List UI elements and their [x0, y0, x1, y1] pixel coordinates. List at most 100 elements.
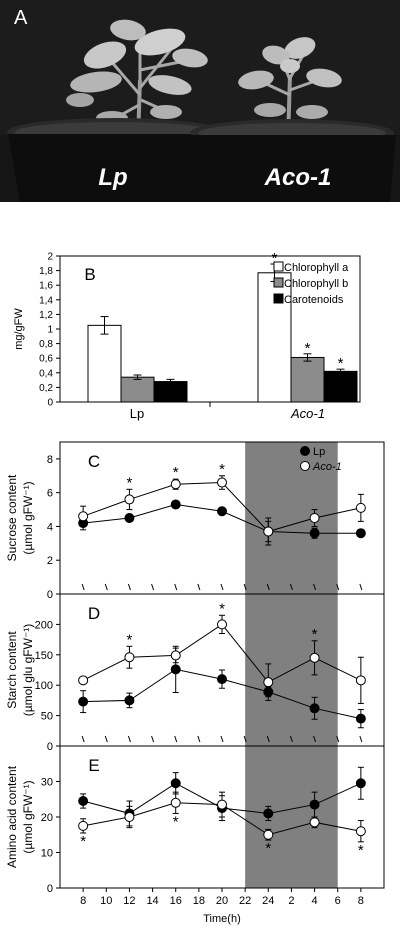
bar-chlorophyll-b — [120, 376, 155, 403]
panel-d-ytick-label: 100 — [35, 680, 53, 692]
point-lp — [170, 499, 181, 510]
point-aco1 — [355, 675, 366, 686]
significance-star: * — [338, 355, 344, 372]
point-aco1 — [309, 817, 320, 828]
panel-d-xtick — [220, 735, 224, 743]
panel-b-ytick-label: 0,2 — [39, 383, 53, 394]
panel-c-xtick — [197, 583, 201, 591]
panel-d-xtick — [127, 735, 131, 743]
panel-c-ylabel-line2: (µmol gFW⁻¹) — [21, 481, 35, 554]
panel-e-xlabel: Time(h) — [203, 913, 240, 925]
panel-e-xtick-label: 12 — [123, 895, 135, 907]
legend-label-0: Chlorophyll a — [284, 262, 349, 274]
plant-photo: A Lp Aco-1 — [0, 0, 400, 202]
panel-c-ytick-label: 8 — [47, 454, 53, 466]
significance-star: * — [272, 250, 278, 267]
point-aco1 — [217, 477, 227, 488]
panel-e-xtick-label: 24 — [262, 895, 274, 907]
point-lp — [263, 808, 274, 819]
panel-b-ytick-label: 2 — [47, 252, 53, 263]
significance-star: * — [173, 464, 179, 481]
panel-b-ylabel: mg/gFW — [13, 308, 25, 350]
point-aco1 — [263, 829, 274, 840]
point-aco1 — [170, 797, 181, 808]
panel-d-xtick — [174, 735, 178, 743]
legend-label-lp: Lp — [313, 446, 325, 458]
significance-star: * — [173, 813, 179, 830]
panel-d-xtick — [81, 735, 85, 743]
panel-c-xtick — [104, 583, 108, 591]
panel-e-letter: E — [88, 756, 99, 775]
panel-b-category-lp: Lp — [130, 406, 144, 421]
panel-c-xtick — [243, 583, 247, 591]
significance-star: * — [219, 461, 225, 478]
point-aco1 — [124, 812, 135, 822]
point-lp — [355, 713, 366, 724]
significance-star: * — [219, 600, 225, 617]
legend-marker-lp — [300, 446, 310, 456]
panel-c-ytick-label: 6 — [47, 488, 53, 500]
panel-e-dark-period — [245, 746, 338, 888]
panel-c-dark-period — [245, 442, 338, 594]
panel-d-ylabel-line2: (µmol glu gFW⁻¹) — [21, 624, 35, 717]
legend-swatch-2 — [273, 293, 284, 304]
panel-d-xtick — [104, 735, 108, 743]
significance-star: * — [127, 474, 133, 491]
point-aco1 — [78, 675, 89, 686]
point-lp — [124, 513, 135, 523]
panel-e-ytick-label: 30 — [41, 777, 53, 789]
point-aco1 — [217, 619, 227, 630]
point-aco1 — [263, 526, 274, 537]
panel-d-xtick — [266, 735, 270, 743]
panel-b-ytick-label: 1,2 — [39, 310, 53, 321]
panel-d-ytick-label: 50 — [41, 711, 53, 723]
significance-star: * — [80, 833, 86, 850]
point-lp — [355, 528, 366, 539]
point-lp — [170, 778, 181, 789]
panel-c-xtick — [81, 583, 85, 591]
point-aco1 — [217, 799, 227, 810]
significance-star: * — [312, 626, 318, 643]
panel-c-xtick — [127, 583, 131, 591]
panel-c-ytick-label: 4 — [47, 521, 53, 533]
significance-star: * — [358, 842, 364, 859]
point-aco1 — [170, 650, 181, 661]
panel-d-ytick-label: 0 — [47, 741, 53, 753]
panel-c-xtick — [359, 583, 363, 591]
panel-d-xtick — [289, 735, 293, 743]
panel-d-xtick — [243, 735, 247, 743]
panel-d-xtick — [359, 735, 363, 743]
panel-e-ytick-label: 20 — [41, 812, 53, 824]
panel-b-category-aco1: Aco-1 — [290, 406, 325, 421]
panel-b-ytick-label: 0,4 — [39, 368, 53, 379]
point-lp — [355, 778, 366, 789]
point-lp — [309, 703, 320, 714]
point-aco1 — [355, 826, 366, 837]
pot-aco1 — [190, 119, 396, 202]
panel-b-ytick-label: 1,4 — [39, 295, 53, 306]
panel-e-ytick-label: 0 — [47, 883, 53, 895]
panel-c-letter: C — [88, 452, 100, 471]
legend-marker-aco1 — [300, 461, 310, 471]
panel-b-ytick-label: 1,6 — [39, 281, 53, 292]
panel-e-xtick-label: 8 — [358, 895, 364, 907]
bar-chlorophyll-b — [290, 356, 325, 403]
point-aco1 — [78, 511, 89, 522]
panel-d-ytick-label: 150 — [35, 650, 53, 662]
point-aco1 — [124, 494, 135, 505]
panel-c-ytick-label: 2 — [47, 555, 53, 567]
point-lp — [309, 528, 320, 539]
point-aco1 — [263, 677, 274, 688]
pot-lp — [7, 118, 223, 202]
panel-c-xtick — [151, 583, 155, 591]
significance-star: * — [265, 840, 271, 857]
panel-e-xtick-label: 8 — [80, 895, 86, 907]
panel-e-xtick-label: 10 — [100, 895, 112, 907]
panel-e-xtick-label: 14 — [146, 895, 158, 907]
photo-backdrop — [0, 0, 400, 135]
panel-b-ytick-label: 1,8 — [39, 266, 53, 277]
panel-b-ytick-label: 0,6 — [39, 354, 53, 365]
point-lp — [78, 696, 89, 707]
panel-d-xtick — [151, 735, 155, 743]
